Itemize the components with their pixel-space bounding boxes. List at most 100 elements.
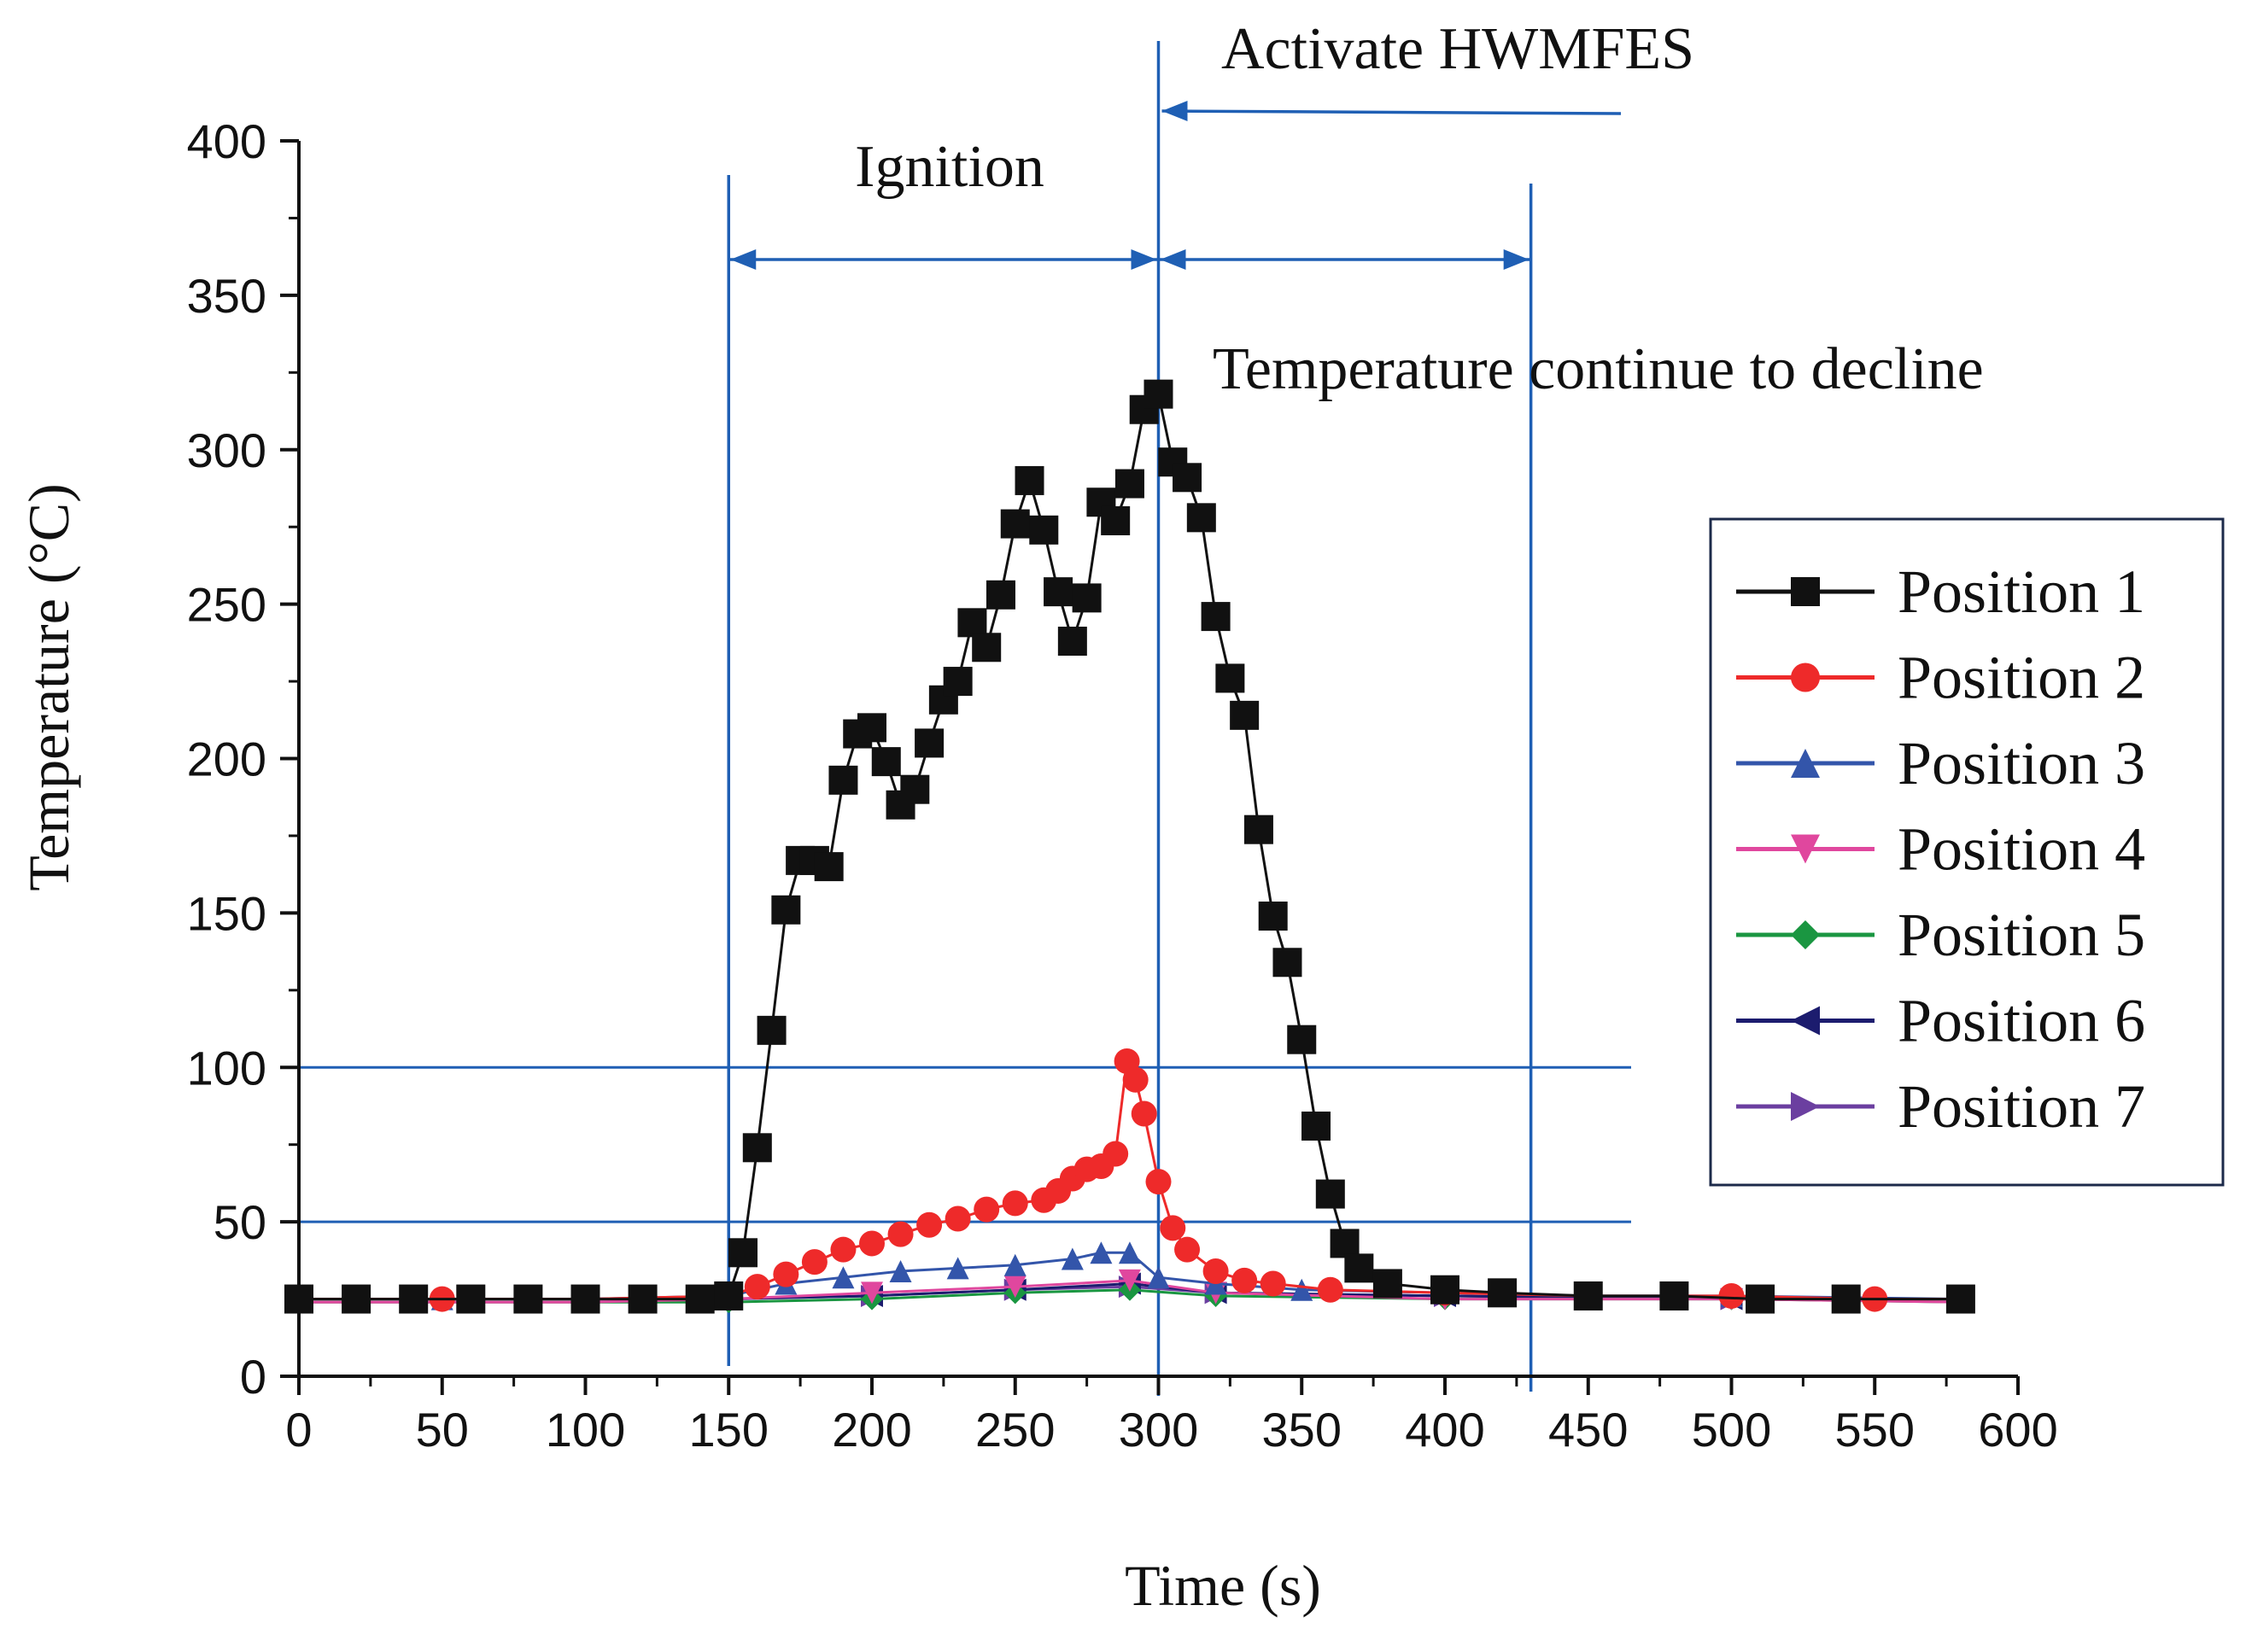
data-point-position-1: [1072, 583, 1102, 613]
data-point-position-2: [974, 1196, 1000, 1223]
y-tick-label: 200: [187, 733, 266, 786]
data-point-position-1: [1287, 1024, 1317, 1054]
data-point-position-1: [1101, 505, 1131, 535]
data-point-position-1: [742, 1133, 772, 1163]
x-tick-label: 500: [1692, 1403, 1771, 1456]
arrow-head: [1503, 249, 1530, 270]
data-point-position-4: [861, 1281, 883, 1305]
data-point-position-1: [1272, 948, 1302, 978]
data-point-position-1: [1573, 1281, 1603, 1311]
x-tick-label: 250: [975, 1403, 1055, 1456]
data-point-position-2: [801, 1249, 828, 1275]
data-point-position-1: [1344, 1253, 1374, 1283]
legend-marker: [1791, 920, 1820, 949]
x-tick-label: 50: [416, 1403, 469, 1456]
legend-item-position-1: Position 1: [1736, 557, 2145, 626]
data-point-position-1: [1488, 1278, 1518, 1308]
x-tick-label: 350: [1262, 1403, 1342, 1456]
y-tick-label: 0: [240, 1350, 266, 1404]
data-point-position-2: [945, 1205, 971, 1232]
data-point-position-3: [1118, 1241, 1141, 1264]
arrow-head: [1160, 249, 1186, 270]
data-point-position-1: [1029, 515, 1059, 545]
data-point-position-2: [1160, 1215, 1186, 1241]
axes: 0 50 100 150 200 250 300 350 400 450 500 550 600 0 50 1…: [187, 114, 2058, 1456]
annotation-activate: Activate HWMFES: [1221, 16, 1694, 82]
x-axis-label: Time (s): [1125, 1553, 1321, 1618]
data-point-position-1: [957, 608, 987, 638]
legend-item-position-3: Position 3: [1736, 729, 2145, 797]
data-point-position-1: [1230, 700, 1260, 730]
data-point-position-3: [1147, 1266, 1170, 1289]
data-point-position-1: [1315, 1179, 1345, 1209]
data-point-position-2: [859, 1230, 885, 1257]
data-point-position-3: [1290, 1278, 1313, 1301]
legend-label: Position 5: [1898, 901, 2145, 969]
data-point-position-2: [916, 1211, 943, 1238]
y-tick-label: 400: [187, 114, 266, 168]
series: [284, 379, 1975, 1314]
data-point-position-2: [1718, 1282, 1745, 1309]
data-point-position-2: [887, 1221, 914, 1247]
data-point-position-1: [1201, 602, 1231, 632]
y-axis-label: Temperature (°C): [16, 483, 81, 890]
data-point-position-3: [832, 1266, 855, 1289]
legend-label: Position 6: [1898, 987, 2145, 1055]
series-position-1: [284, 379, 1975, 1314]
data-point-position-1: [628, 1284, 658, 1314]
y-tick-label: 50: [213, 1195, 266, 1249]
activate-arrow: [1161, 109, 1622, 115]
data-point-position-1: [1015, 465, 1044, 495]
data-point-position-1: [900, 774, 930, 804]
data-point-position-1: [513, 1284, 543, 1314]
data-point-position-3: [889, 1260, 912, 1283]
y-tick-label: 300: [187, 423, 266, 477]
x-tick-label: 600: [1978, 1403, 2057, 1456]
data-point-position-1: [1831, 1284, 1861, 1314]
data-point-position-1: [857, 713, 886, 743]
x-tick-label: 400: [1405, 1403, 1484, 1456]
legend-item-position-5: Position 5: [1736, 901, 2145, 969]
data-point-position-1: [1215, 663, 1245, 693]
data-point-position-1: [1000, 509, 1030, 539]
legend-label: Position 3: [1898, 729, 2145, 797]
data-point-position-1: [972, 633, 1002, 663]
data-point-position-1: [685, 1284, 715, 1314]
arrow-head: [1131, 249, 1157, 270]
data-point-position-3: [1061, 1247, 1084, 1270]
x-tick-label: 550: [1835, 1403, 1915, 1456]
data-point-position-1: [1044, 577, 1073, 607]
data-point-position-1: [757, 1015, 787, 1045]
legend-marker: [1791, 749, 1820, 778]
data-point-position-1: [399, 1284, 429, 1314]
data-point-position-1: [1186, 503, 1216, 533]
data-point-position-4: [1003, 1275, 1026, 1299]
annotation-ignition: Ignition: [855, 134, 1044, 200]
legend-item-position-7: Position 7: [1736, 1072, 2145, 1141]
data-point-position-1: [342, 1284, 371, 1314]
y-tick-label: 150: [187, 886, 266, 940]
data-point-position-2: [1122, 1066, 1149, 1093]
data-point-position-1: [1057, 627, 1087, 657]
data-point-position-1: [456, 1284, 486, 1314]
legend-label: Position 4: [1898, 815, 2145, 884]
data-point-position-1: [284, 1284, 313, 1314]
legend-marker: [1791, 577, 1820, 606]
y-tick-label: 250: [187, 578, 266, 632]
arrow-head: [1161, 101, 1188, 121]
legend-label: Position 1: [1898, 557, 2145, 626]
x-tick-label: 100: [546, 1403, 625, 1456]
data-point-position-1: [1330, 1229, 1360, 1258]
annotation-decline: Temperature continue to decline: [1213, 336, 1984, 402]
data-point-position-1: [714, 1281, 744, 1311]
data-point-position-2: [773, 1261, 799, 1287]
x-tick-label: 200: [832, 1403, 911, 1456]
data-point-position-1: [915, 728, 945, 758]
data-point-position-2: [830, 1236, 857, 1263]
annotations: Ignition Activate HWMFES Temperature con…: [728, 16, 1984, 402]
legend-marker: [1791, 1092, 1820, 1121]
data-point-position-1: [1258, 901, 1288, 931]
data-point-position-1: [1114, 469, 1144, 499]
data-point-position-1: [1659, 1281, 1689, 1311]
data-point-position-1: [1430, 1275, 1459, 1305]
